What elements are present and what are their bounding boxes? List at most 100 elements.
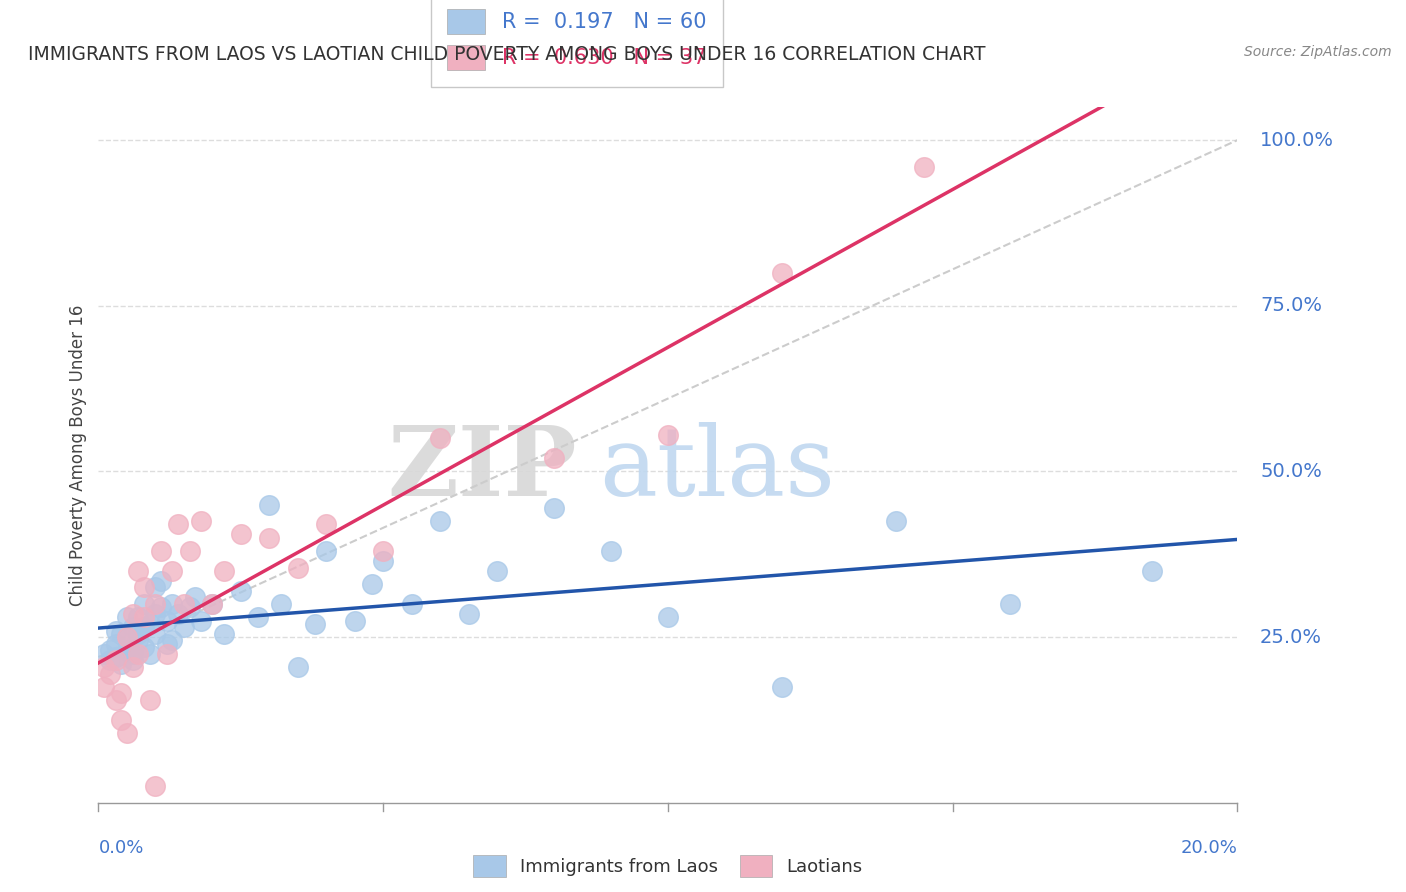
Point <box>127 564 149 578</box>
Point <box>315 544 337 558</box>
Point <box>229 527 252 541</box>
Point <box>373 544 395 558</box>
Point <box>429 431 451 445</box>
Text: 75.0%: 75.0% <box>1260 296 1322 316</box>
Point <box>304 616 326 631</box>
Point <box>121 620 143 634</box>
Point <box>156 614 179 628</box>
Point <box>401 597 423 611</box>
Point <box>998 597 1021 611</box>
Point <box>162 633 184 648</box>
Point <box>145 607 167 621</box>
Point <box>104 650 127 665</box>
Point <box>156 647 179 661</box>
Point <box>190 614 212 628</box>
Point <box>360 577 382 591</box>
Point <box>184 591 207 605</box>
Point <box>770 680 793 694</box>
Point <box>167 607 190 621</box>
Text: 25.0%: 25.0% <box>1260 628 1322 647</box>
Point <box>104 637 127 651</box>
Point <box>229 583 252 598</box>
Point <box>132 581 155 595</box>
Point <box>115 630 138 644</box>
Point <box>104 653 127 667</box>
Y-axis label: Child Poverty Among Boys Under 16: Child Poverty Among Boys Under 16 <box>69 304 87 606</box>
Point <box>246 610 269 624</box>
Point <box>138 647 160 661</box>
Point <box>121 647 143 661</box>
Point <box>287 660 309 674</box>
Legend: Immigrants from Laos, Laotians: Immigrants from Laos, Laotians <box>465 847 870 884</box>
Point <box>93 647 115 661</box>
Point <box>115 630 138 644</box>
Point <box>115 643 138 657</box>
Point <box>212 564 235 578</box>
Point <box>132 597 155 611</box>
Point <box>150 544 173 558</box>
Point <box>150 600 173 615</box>
Point <box>162 564 184 578</box>
Point <box>110 713 132 727</box>
Point <box>212 627 235 641</box>
Point <box>127 633 149 648</box>
Point <box>1140 564 1163 578</box>
Point <box>429 514 451 528</box>
Point <box>657 610 679 624</box>
Point <box>156 637 179 651</box>
Point <box>98 643 121 657</box>
Point <box>104 624 127 638</box>
Text: ZIP: ZIP <box>387 422 576 516</box>
Point <box>121 607 143 621</box>
Point <box>167 517 190 532</box>
Point <box>145 779 167 793</box>
Point <box>486 564 509 578</box>
Point <box>121 660 143 674</box>
Point <box>201 597 224 611</box>
Point <box>138 616 160 631</box>
Point <box>98 666 121 681</box>
Point <box>543 451 565 466</box>
Point <box>315 517 337 532</box>
Point <box>132 640 155 654</box>
Point <box>259 498 281 512</box>
Point <box>912 160 935 174</box>
Text: 0.0%: 0.0% <box>98 839 143 857</box>
Point <box>190 514 212 528</box>
Point <box>600 544 623 558</box>
Text: 20.0%: 20.0% <box>1181 839 1237 857</box>
Point <box>98 653 121 667</box>
Point <box>145 627 167 641</box>
Point <box>110 657 132 671</box>
Point <box>115 610 138 624</box>
Text: 100.0%: 100.0% <box>1260 130 1334 150</box>
Point <box>270 597 292 611</box>
Point <box>132 610 155 624</box>
Point <box>115 726 138 740</box>
Text: Source: ZipAtlas.com: Source: ZipAtlas.com <box>1244 45 1392 59</box>
Point <box>121 643 143 657</box>
Point <box>179 544 201 558</box>
Point <box>770 266 793 280</box>
Point <box>543 500 565 515</box>
Text: 50.0%: 50.0% <box>1260 462 1322 481</box>
Point <box>884 514 907 528</box>
Point <box>127 647 149 661</box>
Point <box>373 554 395 568</box>
Point <box>287 560 309 574</box>
Point <box>173 597 195 611</box>
Text: atlas: atlas <box>599 422 835 516</box>
Point <box>127 627 149 641</box>
Point <box>93 660 115 674</box>
Point <box>127 610 149 624</box>
Point <box>104 693 127 707</box>
Point <box>657 428 679 442</box>
Point <box>145 597 167 611</box>
Point <box>162 597 184 611</box>
Point <box>121 653 143 667</box>
Point <box>173 620 195 634</box>
Point <box>457 607 479 621</box>
Text: IMMIGRANTS FROM LAOS VS LAOTIAN CHILD POVERTY AMONG BOYS UNDER 16 CORRELATION CH: IMMIGRANTS FROM LAOS VS LAOTIAN CHILD PO… <box>28 45 986 63</box>
Point <box>259 531 281 545</box>
Point <box>93 680 115 694</box>
